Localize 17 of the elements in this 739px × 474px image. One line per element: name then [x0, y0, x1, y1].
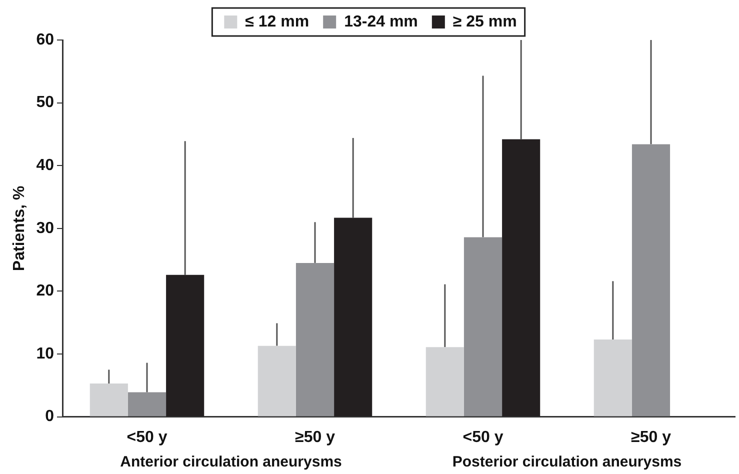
- text: Posterior circulation aneurysms: [452, 454, 682, 471]
- x-tick-label: ≥50 y: [631, 428, 672, 446]
- x-tick-label: ≥50 y: [295, 428, 336, 446]
- y-tick-label: 60: [36, 31, 54, 48]
- y-tick-label: 0: [45, 408, 54, 426]
- legend-label: ≥ 25 mm: [452, 13, 517, 30]
- y-tick-label: 40: [36, 157, 54, 174]
- legend-label: 13-24 mm: [344, 13, 418, 30]
- x-tick-label: <50 y: [462, 428, 504, 446]
- legend-label: ≤ 12 mm: [245, 13, 310, 30]
- y-tick-label: 50: [36, 94, 54, 112]
- x-tick-label: <50 y: [126, 428, 168, 446]
- y-tick-label: 20: [36, 282, 54, 300]
- y-tick-label: 10: [36, 345, 54, 362]
- y-tick-label: 30: [36, 220, 54, 237]
- y-axis-title: Patients, %: [11, 186, 28, 272]
- text: Anterior circulation aneurysms: [120, 454, 342, 471]
